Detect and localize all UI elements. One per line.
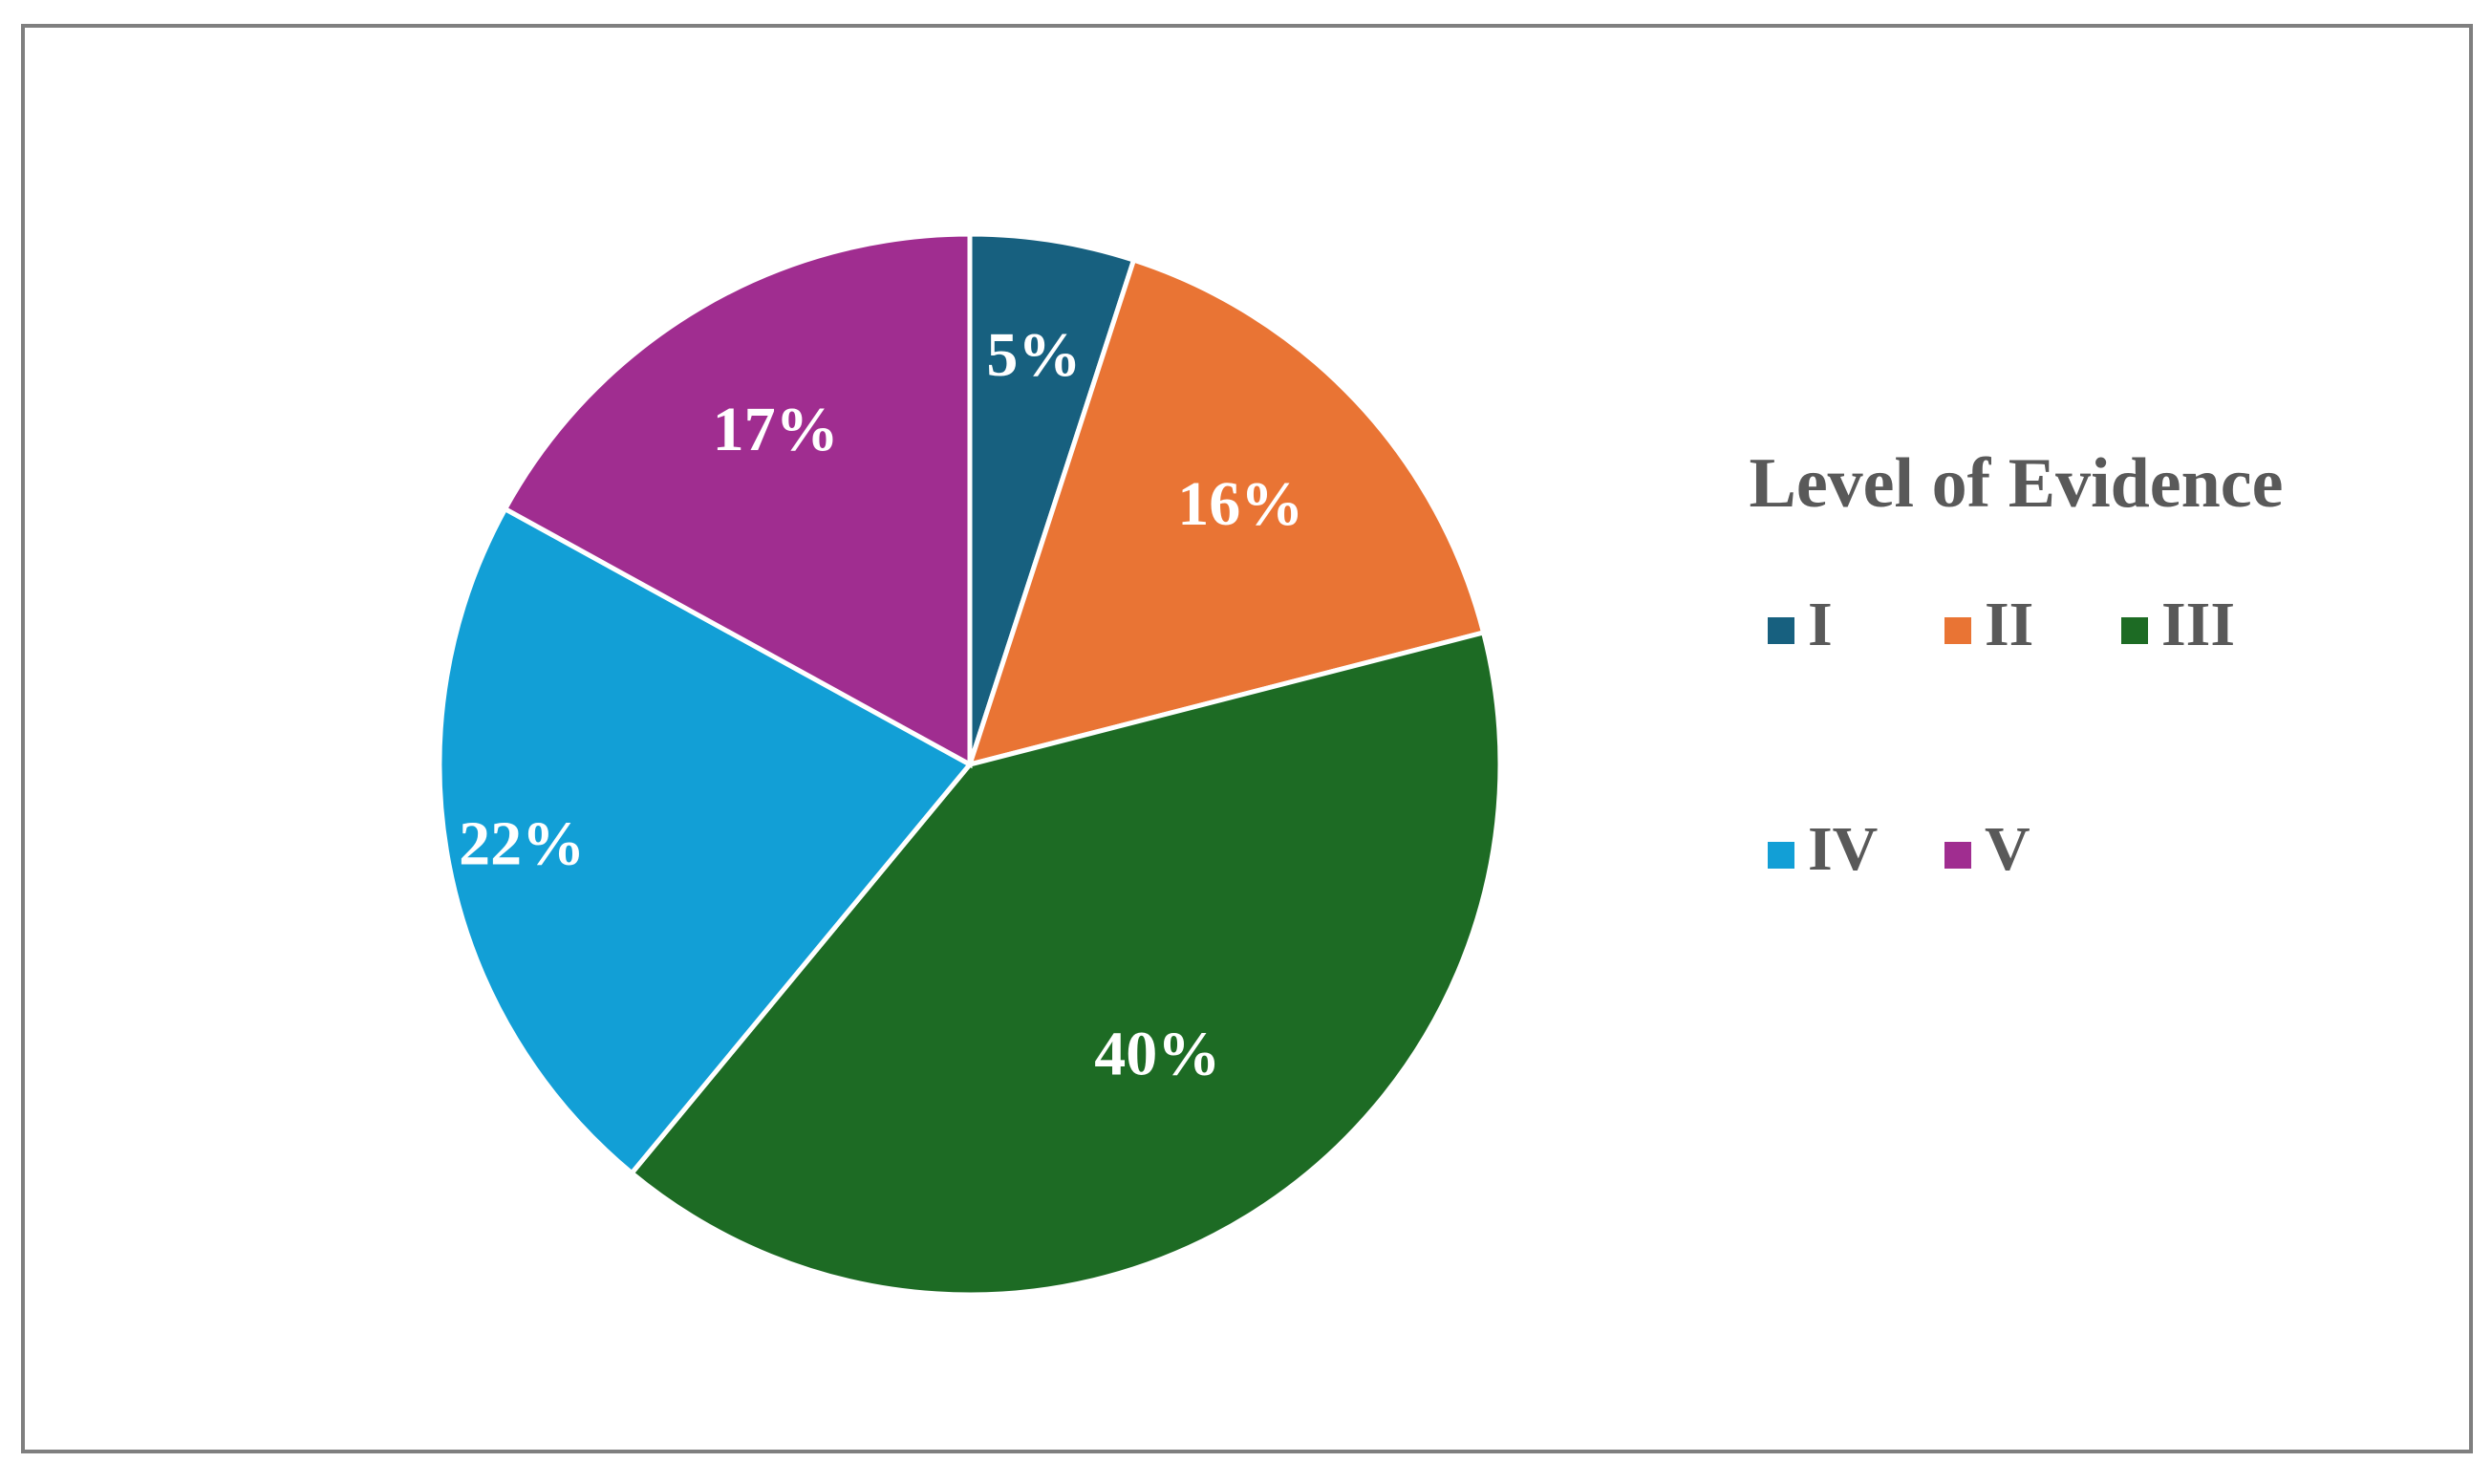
slice-label-iii: 40% xyxy=(1094,1019,1220,1088)
legend-item-iii: III xyxy=(2121,590,2235,659)
slice-label-i: 5% xyxy=(986,320,1081,390)
legend-swatch-ii xyxy=(1944,617,1971,644)
legend-label-i: I xyxy=(1808,590,1833,659)
slice-label-ii: 16% xyxy=(1177,469,1303,539)
legend-label-iii: III xyxy=(2161,590,2235,659)
legend-item-v: V xyxy=(1944,814,2030,884)
legend-item-iv: IV xyxy=(1768,814,1878,884)
legend-swatch-v xyxy=(1944,842,1971,869)
pie-slice-v xyxy=(502,231,973,769)
pie-slices xyxy=(437,231,1503,1298)
slice-label-iv: 22% xyxy=(459,809,585,879)
legend-label-iv: IV xyxy=(1808,814,1878,884)
pie-slice-ii xyxy=(966,257,1487,768)
pie-slice-iii xyxy=(628,629,1503,1298)
legend-item-ii: II xyxy=(1944,590,2033,659)
legend-label-v: V xyxy=(1985,814,2030,884)
legend-swatch-iv xyxy=(1768,842,1794,869)
legend-swatch-iii xyxy=(2121,617,2148,644)
legend-label-ii: II xyxy=(1985,590,2033,659)
legend-title: Level of Evidence xyxy=(1749,444,2283,523)
legend-swatch-i xyxy=(1768,617,1794,644)
slice-labels: 5% 16% 40% 22% 17% xyxy=(459,320,1303,1088)
slice-label-v: 17% xyxy=(713,395,839,464)
legend-item-i: I xyxy=(1768,590,1833,659)
pie-slice-iv xyxy=(437,505,974,1177)
